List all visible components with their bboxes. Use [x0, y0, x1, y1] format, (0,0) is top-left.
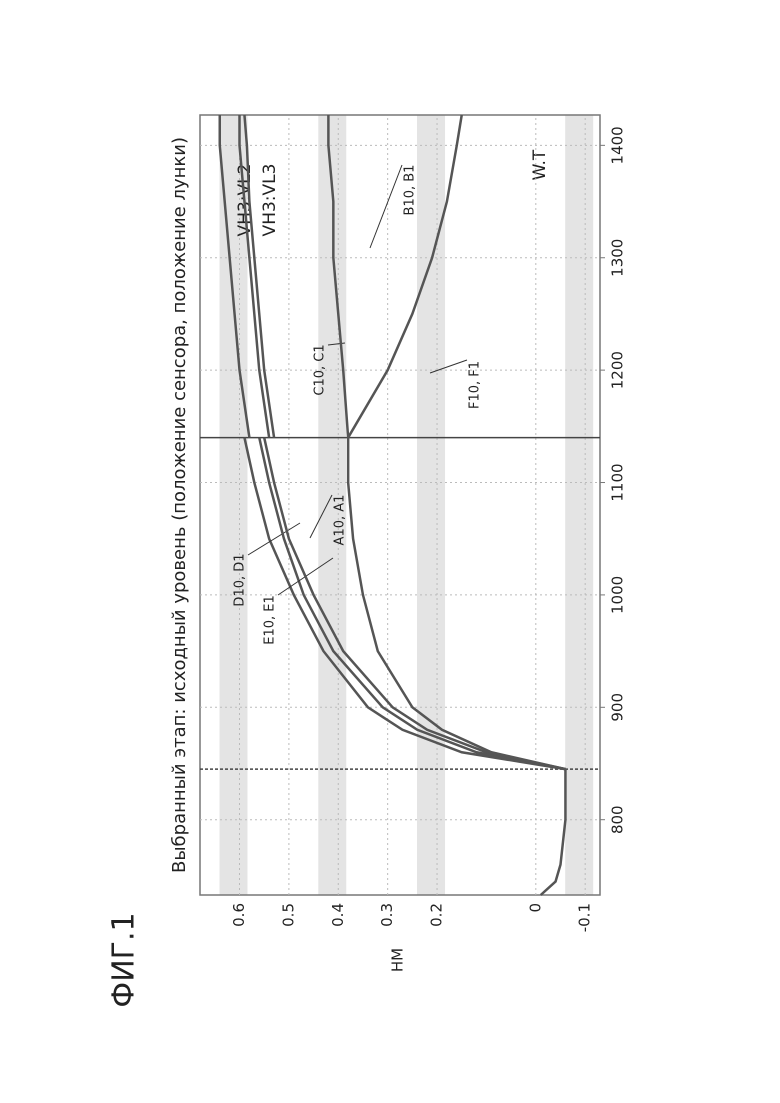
x-tick-label: 800	[609, 805, 627, 834]
annotation: W.T	[530, 149, 550, 180]
series-label: E10, E1	[263, 595, 278, 645]
plot-band	[565, 115, 593, 895]
x-tick-label: 1200	[609, 351, 627, 389]
y-tick-label: 0.5	[279, 903, 297, 927]
chart-title: Выбранный этап: исходный уровень (положе…	[169, 137, 190, 873]
y-axis-label: НМ	[389, 948, 407, 972]
series-label: D10, D1	[233, 553, 248, 606]
y-tick-label: 0.2	[428, 903, 446, 927]
y-tick-label: 0.6	[230, 903, 248, 927]
series-label: F10, F1	[468, 361, 483, 409]
x-tick-label: 1300	[609, 239, 627, 277]
x-tick-label: 1100	[609, 463, 627, 501]
y-tick-label: -0.1	[576, 903, 594, 932]
data-line	[541, 769, 566, 895]
x-tick-label: 1400	[609, 126, 627, 164]
data-line	[244, 115, 274, 438]
series-label: C10, C1	[313, 344, 328, 395]
series-label: A10, A1	[333, 495, 348, 546]
series-label: VH3:VL3	[260, 164, 280, 237]
plot-band	[417, 115, 445, 895]
chart: ФИГ.1 Выбранный этап: исходный уровень (…	[0, 0, 780, 1103]
y-tick-label: 0.3	[378, 903, 396, 927]
figure-label: ФИГ.1	[107, 912, 142, 1007]
rotated-figure: ФИГ.1 Выбранный этап: исходный уровень (…	[107, 115, 627, 1008]
data-line	[244, 438, 565, 770]
x-tick-label: 900	[609, 693, 627, 722]
y-tick-label: 0.4	[329, 903, 347, 927]
y-tick-label: 0	[526, 903, 544, 913]
data-line	[348, 438, 565, 770]
series-label: B10, B1	[403, 165, 418, 216]
x-tick-label: 1000	[609, 576, 627, 614]
leader-line	[370, 165, 402, 248]
